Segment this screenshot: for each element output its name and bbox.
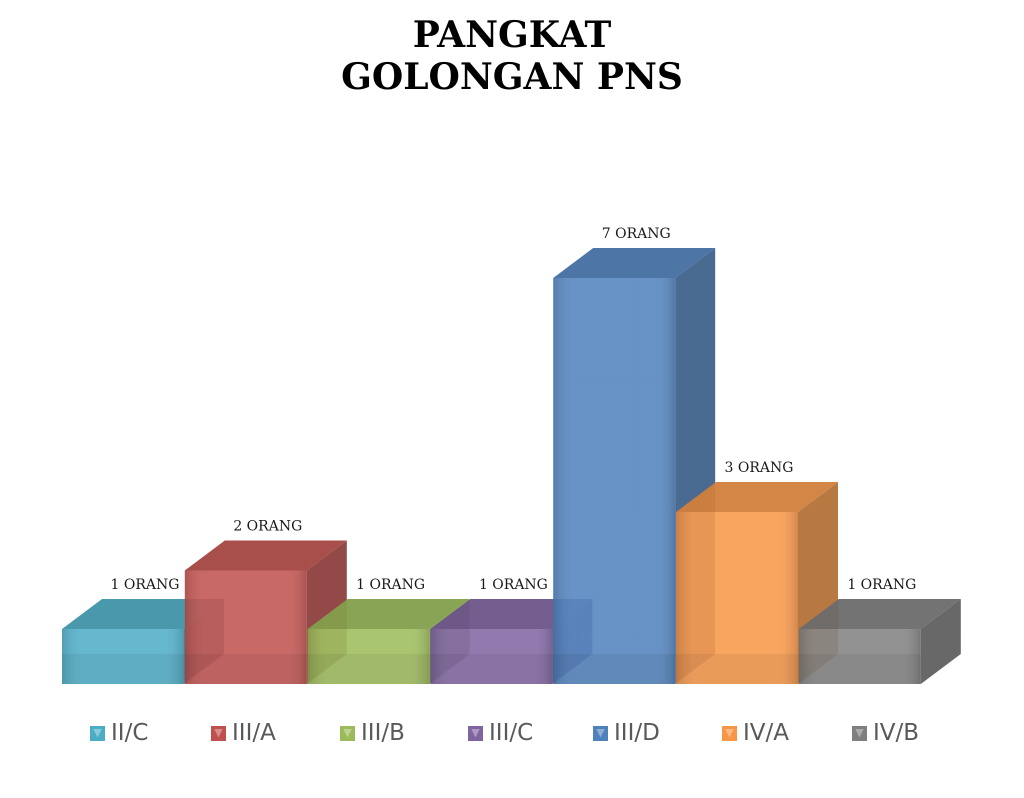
legend-swatch-4 [468,725,483,741]
bar-6 [676,482,838,684]
legend-label-5: III/D [614,720,660,746]
legend-swatch-5 [593,725,608,741]
legend-label-1: II/C [111,720,149,746]
legend-swatch-1 [90,725,105,741]
legend-swatch-7 [852,725,867,741]
bar-side-7 [920,599,961,684]
bar-4 [430,599,593,684]
legend-label-7: IV/B [873,720,920,746]
legend-label-2: III/A [232,720,276,746]
legend-item-3: III/B [340,720,405,746]
bar-base-band-2 [184,654,307,684]
bar-gloss-5 [553,278,676,684]
legend-label-3: III/B [361,720,405,746]
data-label-5: 7 ORANG [602,226,671,242]
bar-2 [184,540,347,684]
bar-gloss-1 [62,629,184,684]
bar-gloss-6 [676,512,798,684]
bar-top-4 [430,599,593,629]
data-label-1: 1 ORANG [111,577,180,593]
data-label-2: 2 ORANG [233,519,302,535]
bar-base-band-3 [307,654,430,684]
bar-top-5 [553,248,716,278]
bar-gloss-4 [430,629,553,684]
bar-7 [798,599,961,684]
bar-gloss-2 [184,570,307,684]
chart-title: PANGKAT GOLONGAN PNS [0,14,1024,98]
legend-item-5: III/D [593,720,660,746]
bar-top-2 [184,540,347,571]
legend-item-6: IV/A [722,720,789,746]
chart-title-line-2: GOLONGAN PNS [341,56,683,98]
legend-swatch-6 [722,725,737,741]
bar-1 [62,599,224,684]
data-label-6: 3 ORANG [725,460,794,476]
bar-base-band-5 [553,654,676,684]
data-label-7: 1 ORANG [847,577,916,593]
data-label-4: 1 ORANG [479,577,548,593]
bar-base-band-4 [430,654,553,684]
bar-5 [553,248,716,684]
bar-base-band-7 [798,654,921,684]
bar-gloss-3 [307,629,430,684]
chart-legend: II/C III/A III/B III/C III/D IV/A IV/B [0,712,1024,756]
data-label-3: 1 ORANG [356,577,425,593]
legend-item-4: III/C [468,720,533,746]
legend-item-2: III/A [211,720,276,746]
legend-item-7: IV/B [852,720,919,746]
legend-label-4: III/C [489,720,534,746]
bar-base-band-6 [676,654,798,684]
bar-top-6 [676,482,838,512]
bar-top-7 [798,599,961,629]
bar-gloss-7 [798,629,921,684]
legend-label-6: IV/A [743,720,789,746]
legend-swatch-3 [340,725,355,741]
legend-item-1: II/C [90,720,148,746]
bar-base-band-1 [62,654,184,684]
bar-top-1 [62,599,224,629]
bar-top-3 [307,599,470,629]
chart-title-line-1: PANGKAT [412,14,612,56]
legend-swatch-2 [211,725,226,741]
